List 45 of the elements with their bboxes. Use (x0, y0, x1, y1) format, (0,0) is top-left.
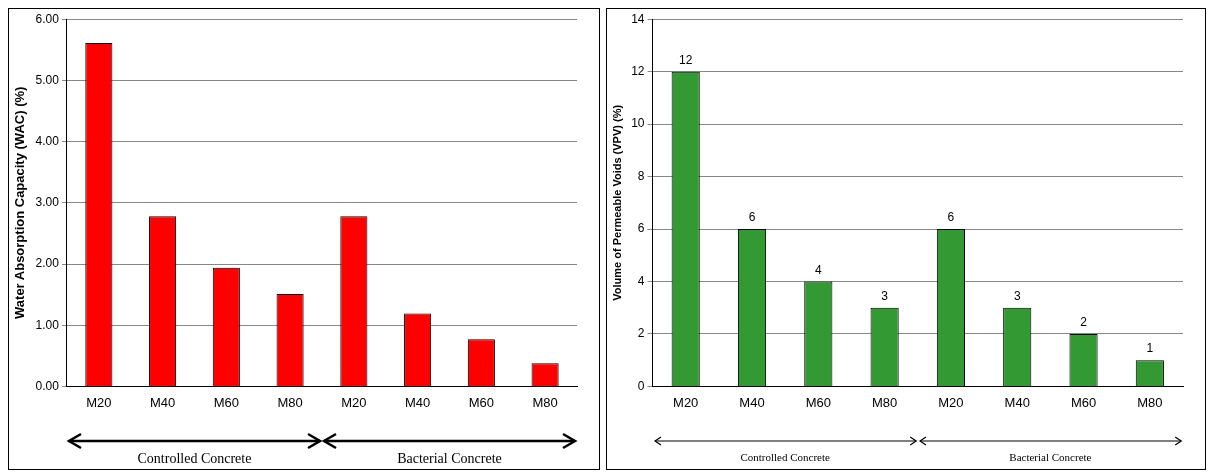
x-tick-label: M60 (468, 394, 495, 410)
x-tick-label: M80 (277, 394, 303, 410)
text: Bacterial Concrete (396, 451, 503, 467)
x-tick-label: M80 (871, 394, 898, 410)
text: Bacterial Concrete (1008, 451, 1093, 463)
y-tick-label: 1.00 (35, 317, 60, 332)
y-tick-label: 10 (631, 116, 645, 131)
data-label: 3 (1013, 289, 1021, 304)
data-label: 6 (748, 210, 756, 225)
y-tick-label: 12 (631, 63, 645, 78)
y-tick-label: 6.00 (35, 11, 60, 26)
y-tick-label: 8 (637, 168, 645, 183)
x-tick-label: M80 (532, 394, 558, 410)
data-label: 1 (1146, 341, 1154, 356)
x-tick-label: M60 (213, 394, 239, 410)
x-tick-label: M20 (86, 394, 112, 410)
x-tick-label: M40 (1004, 394, 1030, 410)
x-tick-label: M20 (673, 394, 699, 410)
data-label: 6 (947, 210, 955, 225)
x-tick-label: M20 (341, 394, 367, 410)
text: Controlled Concrete (136, 451, 253, 467)
data-label: 3 (881, 289, 889, 304)
y-tick-label: 0.00 (35, 378, 60, 393)
x-tick-label: M40 (739, 394, 765, 410)
x-tick-label: M40 (404, 394, 431, 410)
y-tick-label: 6 (637, 221, 645, 236)
x-tick-label: M60 (1070, 394, 1097, 410)
y-tick-label: 4 (637, 273, 645, 288)
x-tick-label: M80 (1137, 394, 1163, 410)
data-label: 2 (1080, 315, 1088, 330)
y-tick-label: 2.00 (35, 256, 60, 271)
y-tick-label: 4.00 (35, 133, 60, 148)
x-tick-label: M60 (805, 394, 831, 410)
y-tick-label: 14 (631, 11, 645, 26)
y-tick-label: 3.00 (35, 195, 60, 210)
data-label: 4 (814, 262, 822, 277)
text: Controlled Concrete (739, 451, 831, 463)
x-tick-label: M40 (149, 394, 176, 410)
y-tick-label: 2 (637, 326, 645, 341)
y-tick-label: 5.00 (35, 72, 60, 87)
y-axis-title: Water Absorption Capacity (WAC) (%) (12, 86, 28, 319)
x-tick-label: M20 (938, 394, 964, 410)
y-axis-title: Volume of Permeable Voids (VPV) (%) (610, 104, 623, 301)
y-tick-label: 0 (637, 378, 645, 393)
data-label: 12 (679, 52, 693, 67)
